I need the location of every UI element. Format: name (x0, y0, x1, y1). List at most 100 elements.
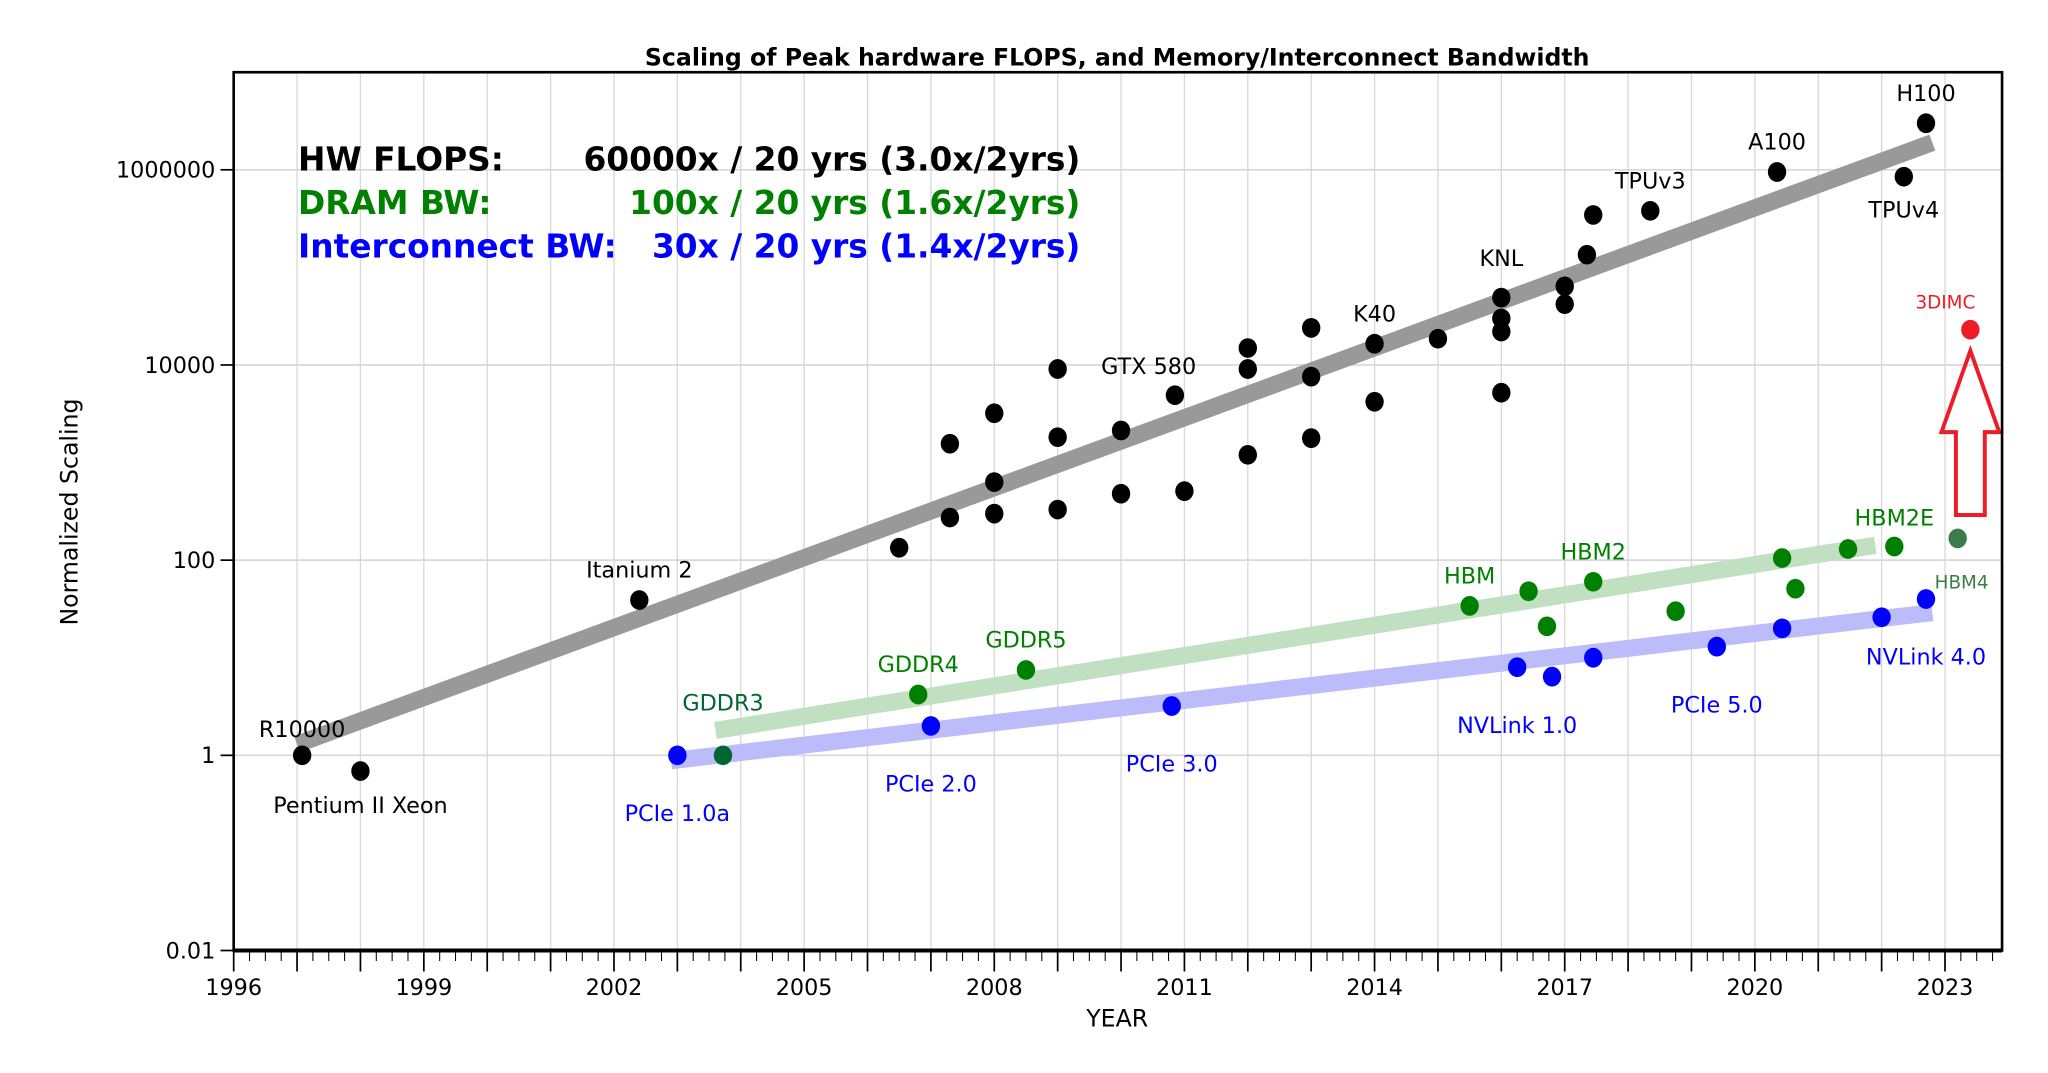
data-point (668, 745, 687, 766)
point-label: A100 (1748, 130, 1806, 156)
data-point (351, 761, 370, 781)
data-point (1492, 382, 1511, 403)
x-tick-label: 2011 (1156, 975, 1213, 1001)
data-point (1772, 548, 1792, 568)
point-label: PCIe 3.0 (1126, 752, 1218, 778)
point-label: Itanium 2 (586, 558, 692, 584)
point-label: PCIe 1.0a (625, 801, 731, 827)
data-point (1916, 113, 1936, 134)
data-point (1948, 528, 1967, 549)
legend-value-interconnect: 30x / 20 yrs (1.4x/2yrs) (652, 227, 1080, 265)
data-point (985, 503, 1004, 524)
data-point (1428, 328, 1448, 349)
point-label: HBM (1444, 564, 1495, 590)
point-label: GDDR5 (985, 628, 1066, 654)
data-point (1555, 294, 1574, 315)
data-point (1301, 428, 1321, 448)
y-tick-label: 100 (173, 548, 216, 574)
legend-value-dram: 100x / 20 yrs (1.6x/2yrs) (629, 184, 1080, 222)
x-tick-label: 2017 (1536, 975, 1593, 1001)
data-points (292, 113, 1980, 781)
point-label: TPUv3 (1614, 168, 1686, 194)
data-point (1365, 391, 1384, 412)
point-label: HBM2 (1560, 539, 1626, 565)
data-point (1772, 618, 1792, 639)
up-arrow-icon (1938, 344, 2003, 517)
x-tick-label: 2002 (586, 975, 643, 1001)
data-point (940, 507, 960, 528)
chart-title: Scaling of Peak hardware FLOPS, and Memo… (645, 44, 1590, 72)
legend-name-flops: HW FLOPS: (298, 141, 504, 179)
y-axis-label: Normalized Scaling (55, 398, 83, 625)
data-point (1584, 647, 1603, 668)
data-point (1584, 571, 1603, 592)
point-label: PCIe 2.0 (885, 772, 977, 798)
trend-line-dram-bw (714, 536, 1877, 739)
axes: 1996 1999 2002 2005 2008 2011 2014 2017 2020 2023… (116, 70, 2004, 1001)
data-point (1048, 359, 1067, 379)
point-label: GDDR3 (682, 691, 763, 717)
data-point (1786, 578, 1805, 599)
data-point (1707, 636, 1727, 657)
y-tick-label: 1000000 (116, 158, 215, 184)
x-axis-label: YEAR (1085, 1005, 1148, 1033)
data-point (940, 433, 960, 454)
point-label: NVLink 4.0 (1866, 645, 1986, 671)
point-label: GTX 580 (1101, 354, 1196, 380)
point-label: NVLink 1.0 (1457, 713, 1577, 739)
data-point (1577, 244, 1597, 265)
data-point (1048, 499, 1067, 520)
point-label: TPUv4 (1867, 197, 1939, 223)
data-point (1365, 333, 1384, 354)
y-tick-label: 0.01 (166, 938, 216, 964)
point-label: 3DIMC (1915, 293, 1975, 314)
data-point (909, 684, 928, 705)
data-point (1537, 616, 1557, 637)
data-point (985, 403, 1004, 424)
data-point (1111, 483, 1131, 504)
data-point (1838, 539, 1858, 559)
data-point (292, 745, 312, 766)
data-point (1507, 657, 1527, 678)
data-point (630, 590, 649, 610)
x-tick-label: 1999 (395, 975, 452, 1001)
data-point (1460, 596, 1479, 616)
grid-lines (233, 72, 2003, 952)
data-point (921, 716, 941, 736)
data-point (1238, 444, 1257, 465)
trend-line-hw-flops (294, 134, 1936, 753)
data-point (1301, 318, 1321, 338)
data-point (1584, 205, 1603, 225)
data-point (1238, 359, 1257, 379)
point-label: GDDR4 (878, 652, 959, 678)
data-point (1162, 696, 1181, 716)
legend-value-flops: 60000x / 20 yrs (3.0x/2yrs) (583, 141, 1080, 179)
point-label: Pentium II Xeon (273, 793, 447, 819)
annotations (1938, 344, 2003, 517)
data-point (1165, 385, 1185, 406)
data-point (1872, 607, 1891, 628)
data-point (1048, 427, 1067, 448)
data-point (1542, 666, 1562, 687)
x-tick-label: 2005 (776, 975, 833, 1001)
data-point (1016, 660, 1036, 680)
y-tick-label: 1 (201, 743, 215, 769)
data-point (890, 537, 909, 558)
point-label: R10000 (259, 717, 345, 743)
data-point (1666, 601, 1685, 622)
x-tick-label: 1996 (205, 975, 262, 1001)
data-point (1961, 319, 1980, 340)
data-point (985, 472, 1004, 492)
data-point (1492, 321, 1511, 342)
trend-lines (294, 134, 1936, 770)
data-point (1301, 366, 1321, 387)
point-label: K40 (1353, 301, 1396, 327)
data-point (1916, 589, 1936, 609)
x-tick-label: 2020 (1726, 975, 1783, 1001)
data-point (1175, 481, 1194, 501)
data-point (1238, 338, 1257, 358)
data-point (1894, 166, 1913, 187)
data-point (1555, 276, 1574, 297)
data-point (1519, 581, 1538, 602)
